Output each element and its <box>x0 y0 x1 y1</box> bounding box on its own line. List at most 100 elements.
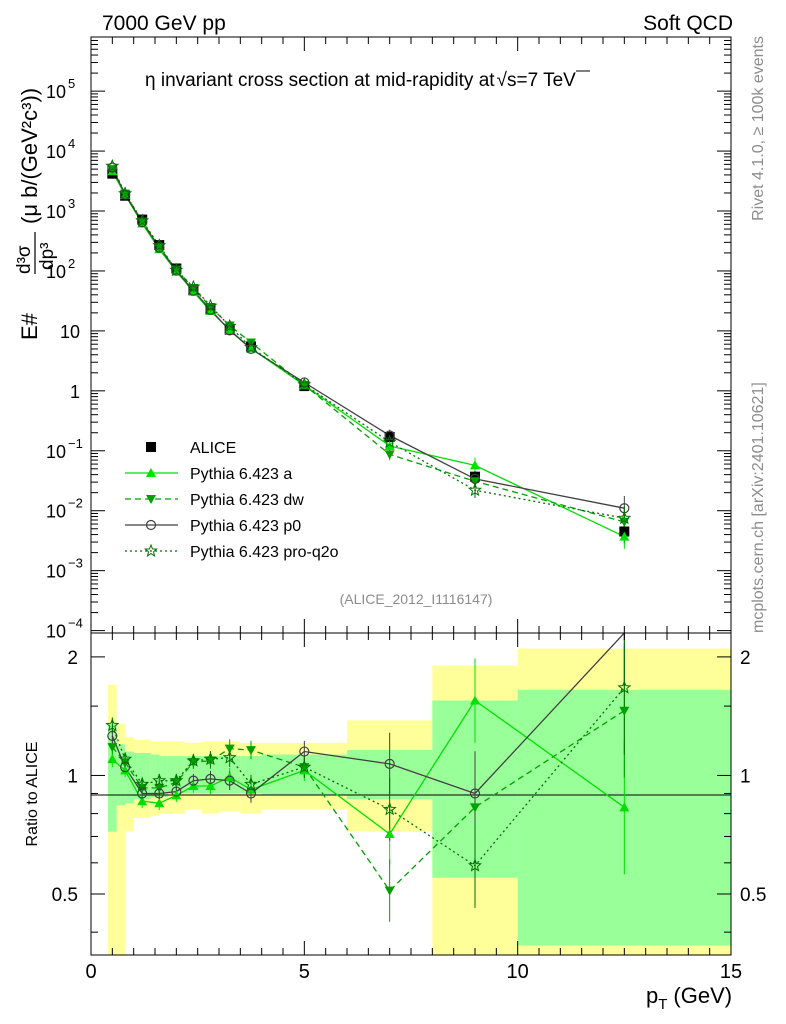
main-point-pythia-6-423-p0 <box>120 189 131 200</box>
ratio-band-inner-0 <box>108 724 117 832</box>
legend-marker-alice <box>146 442 156 452</box>
ratio-y-tick-label-right-1: 1 <box>740 766 751 787</box>
x-tick-label-3: 15 <box>720 961 742 983</box>
ratio-point-pythia-6-423-p0 <box>469 788 481 799</box>
ratio-point-pythia-6-423-pro-q2o <box>617 680 632 694</box>
main-point-pythia-6-423-p0 <box>154 242 165 253</box>
y-tick-label-8: 10 <box>46 142 66 162</box>
ratio-point-pythia-6-423-dw <box>154 783 165 793</box>
y-tick-label-2: 10 <box>46 502 66 522</box>
y-tick-exp-2: −2 <box>68 496 83 511</box>
ratio-y-tick-label-0: 0.5 <box>52 885 78 906</box>
main-point-pythia-6-423-dw <box>154 243 165 253</box>
xlabel-p: p <box>646 983 658 1008</box>
ratio-point-pythia-6-423-p0 <box>245 788 257 799</box>
main-point-pythia-6-423-a <box>619 531 630 541</box>
rivet-label: Rivet 4.1.0, ≥ 100k events <box>750 36 767 221</box>
legend-label-pythia-6-423-dw: Pythia 6.423 dw <box>190 492 304 509</box>
ratio-point-pythia-6-423-dw <box>619 706 630 716</box>
main-point-pythia-6-423-pro-q2o <box>186 279 201 294</box>
ratio-band-inner-1 <box>116 744 126 806</box>
main-point-pythia-6-423-dw <box>246 338 256 348</box>
legend-label-alice: ALICE <box>190 440 236 457</box>
ratio-point-pythia-6-423-pro-q2o <box>135 776 150 791</box>
ratio-point-pythia-6-423-p0 <box>299 746 310 757</box>
y-tick-label-0: 10 <box>46 622 66 642</box>
ratio-point-pythia-6-423-a <box>384 829 395 839</box>
legend-label-pythia-6-423-p0: Pythia 6.423 p0 <box>190 518 301 535</box>
main-point-alice <box>470 471 480 482</box>
ratio-point-pythia-6-423-pro-q2o <box>169 773 184 787</box>
legend-label-pythia-6-423-pro-q2o: Pythia 6.423 pro-q2o <box>190 544 339 561</box>
ratio-point-pythia-6-423-pro-q2o <box>382 802 397 816</box>
main-point-pythia-6-423-p0 <box>188 285 199 296</box>
main-point-alice <box>619 526 630 537</box>
y-tick-label-1: 10 <box>46 562 66 582</box>
chart-title: η invariant cross section at mid-rapidit… <box>145 70 576 91</box>
ratio-point-pythia-6-423-a <box>619 802 630 812</box>
main-point-pythia-6-423-pro-q2o <box>244 340 258 354</box>
main-point-pythia-6-423-pro-q2o <box>468 482 482 497</box>
main-point-pythia-6-423-pro-q2o <box>169 262 184 277</box>
y-tick-exp-6: 2 <box>68 256 75 271</box>
ratio-point-pythia-6-423-p0 <box>188 775 199 786</box>
main-point-pythia-6-423-dw <box>299 381 310 391</box>
x-tick-label-1: 5 <box>299 961 310 983</box>
y-tick-label-4: 1 <box>70 382 80 402</box>
ratio-point-pythia-6-423-a <box>154 798 165 808</box>
y-tick-exp-7: 3 <box>68 196 75 211</box>
ratio-band-inner-10 <box>240 756 262 794</box>
ratio-point-pythia-6-423-a <box>137 796 148 806</box>
main-point-pythia-6-423-p0 <box>245 343 257 355</box>
x-tick-label-2: 10 <box>507 961 529 983</box>
x-axis-label: pT (GeV) <box>646 983 732 1013</box>
analysis-id: (ALICE_2012_I1116147) <box>340 591 493 607</box>
chart-title-root: √ <box>497 70 508 91</box>
ratio-band-inner-5 <box>159 756 168 798</box>
ratio-point-pythia-6-423-dw <box>246 746 256 756</box>
main-point-pythia-6-423-pro-q2o <box>118 186 133 200</box>
ratio-y-ticks: 0.5 0.5 1 1 2 2 <box>52 648 766 933</box>
main-point-pythia-6-423-p0 <box>107 162 118 173</box>
header-left: 7000 GeV pp <box>102 12 226 35</box>
ratio-point-pythia-6-423-p0 <box>224 775 235 786</box>
ratio-y-tick-label-2: 2 <box>67 648 78 669</box>
legend-marker-pythia-6-423-dw <box>146 495 156 504</box>
ylabel-den: dp³ <box>37 243 58 270</box>
main-point-pythia-6-423-pro-q2o <box>105 158 120 173</box>
main-point-pythia-6-423-pro-q2o <box>135 213 150 227</box>
svg-text:E#: E# <box>17 312 42 340</box>
ratio-point-pythia-6-423-pro-q2o <box>186 753 201 767</box>
legend: ALICE Pythia 6.423 a Pythia 6.423 dw Pythia… <box>125 440 339 561</box>
ratio-point-pythia-6-423-p0 <box>154 788 165 799</box>
ratio-uncertainty-bands <box>108 648 731 955</box>
chart-title-main: η invariant cross section at mid-rapidit… <box>145 70 495 91</box>
ratio-point-pythia-6-423-pro-q2o <box>222 750 237 764</box>
main-point-pythia-6-423-dw <box>137 217 148 227</box>
main-point-pythia-6-423-p0 <box>224 325 235 336</box>
y-tick-label-5: 10 <box>60 322 80 342</box>
main-point-pythia-6-423-pro-q2o <box>152 238 167 252</box>
ratio-y-tick-label-right-2: 2 <box>740 648 751 669</box>
legend-marker-pythia-6-423-a <box>146 468 156 477</box>
xlabel-unit: (GeV) <box>673 983 732 1008</box>
ratio-y-axis-label: Ratio to ALICE <box>24 742 41 847</box>
ratio-point-pythia-6-423-pro-q2o <box>105 718 120 732</box>
y-tick-label-7: 10 <box>46 202 66 222</box>
header-right: Soft QCD <box>643 12 733 35</box>
main-point-pythia-6-423-pro-q2o <box>203 298 218 313</box>
y-tick-label-6: 10 <box>46 262 66 282</box>
legend-label-pythia-6-423-a: Pythia 6.423 a <box>190 466 292 483</box>
main-point-pythia-6-423-pro-q2o <box>222 318 237 333</box>
chart-title-s: s=7 TeV <box>507 70 576 91</box>
xlabel-sub: T <box>658 996 667 1013</box>
ratio-point-pythia-6-423-pro-q2o <box>152 773 167 787</box>
x-tick-label-0: 0 <box>85 961 96 983</box>
ratio-y-tick-label-1: 1 <box>67 766 78 787</box>
ratio-point-pythia-6-423-p0 <box>137 788 148 799</box>
main-point-pythia-6-423-a <box>384 441 395 451</box>
mcplots-label: mcplots.cern.ch [arXiv:2401.10621] <box>750 382 767 633</box>
